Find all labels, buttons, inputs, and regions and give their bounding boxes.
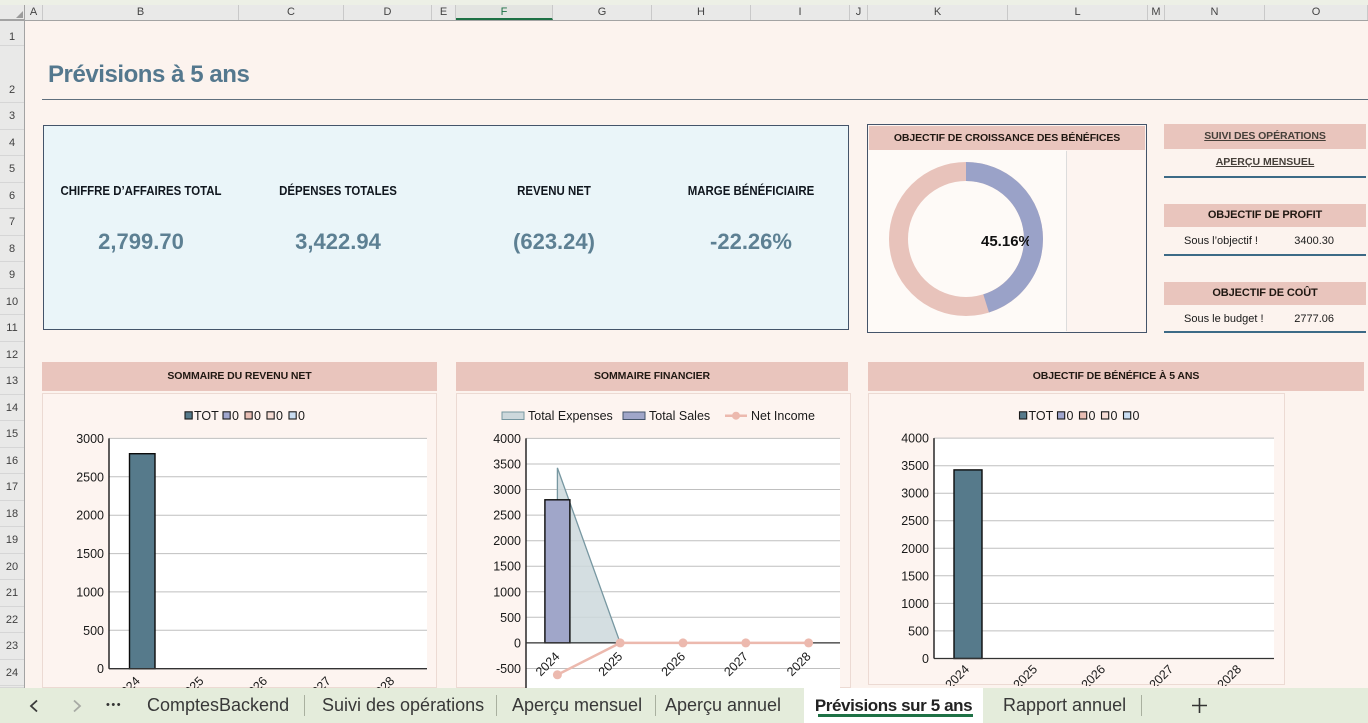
svg-text:Total Sales: Total Sales xyxy=(649,409,710,423)
svg-text:0: 0 xyxy=(232,409,239,423)
svg-text:2027: 2027 xyxy=(304,674,334,689)
svg-text:3000: 3000 xyxy=(901,487,929,501)
svg-text:-500: -500 xyxy=(496,662,521,676)
svg-text:0: 0 xyxy=(922,652,929,666)
svg-text:4000: 4000 xyxy=(901,432,929,446)
svg-text:0: 0 xyxy=(1067,409,1074,423)
svg-text:3000: 3000 xyxy=(76,432,104,446)
svg-text:0: 0 xyxy=(97,662,104,676)
svg-text:0: 0 xyxy=(298,409,305,423)
svg-text:2500: 2500 xyxy=(76,470,104,484)
svg-text:2028: 2028 xyxy=(1215,662,1245,686)
svg-text:1000: 1000 xyxy=(901,597,929,611)
svg-text:0: 0 xyxy=(276,409,283,423)
svg-text:0: 0 xyxy=(1133,409,1140,423)
svg-text:2000: 2000 xyxy=(493,534,521,548)
svg-text:Net Income: Net Income xyxy=(751,409,815,423)
svg-text:TOT: TOT xyxy=(1029,409,1054,423)
svg-text:4000: 4000 xyxy=(493,432,521,446)
svg-text:2028: 2028 xyxy=(368,674,398,689)
svg-text:3500: 3500 xyxy=(901,459,929,473)
svg-text:2000: 2000 xyxy=(901,542,929,556)
svg-text:0: 0 xyxy=(514,636,521,650)
svg-text:3500: 3500 xyxy=(493,458,521,472)
svg-text:500: 500 xyxy=(908,624,929,638)
svg-text:2026: 2026 xyxy=(241,674,271,689)
svg-text:2500: 2500 xyxy=(493,509,521,523)
svg-text:2025: 2025 xyxy=(1011,662,1041,686)
svg-text:TOT: TOT xyxy=(194,409,219,423)
svg-text:Total Expenses: Total Expenses xyxy=(528,409,613,423)
svg-text:0: 0 xyxy=(1089,409,1096,423)
svg-text:500: 500 xyxy=(83,624,104,638)
svg-text:1000: 1000 xyxy=(493,585,521,599)
svg-text:1000: 1000 xyxy=(76,585,104,599)
svg-text:500: 500 xyxy=(500,611,521,625)
svg-text:2026: 2026 xyxy=(1079,662,1109,686)
svg-text:2024: 2024 xyxy=(943,662,973,686)
svg-text:2025: 2025 xyxy=(177,674,207,689)
svg-text:1500: 1500 xyxy=(76,547,104,561)
svg-text:1500: 1500 xyxy=(901,569,929,583)
svg-text:2500: 2500 xyxy=(901,514,929,528)
svg-text:3000: 3000 xyxy=(493,483,521,497)
svg-text:2027: 2027 xyxy=(1147,662,1177,686)
svg-text:2024: 2024 xyxy=(113,674,143,689)
svg-text:0: 0 xyxy=(1111,409,1118,423)
svg-text:0: 0 xyxy=(254,409,261,423)
svg-text:2000: 2000 xyxy=(76,509,104,523)
svg-text:1500: 1500 xyxy=(493,560,521,574)
